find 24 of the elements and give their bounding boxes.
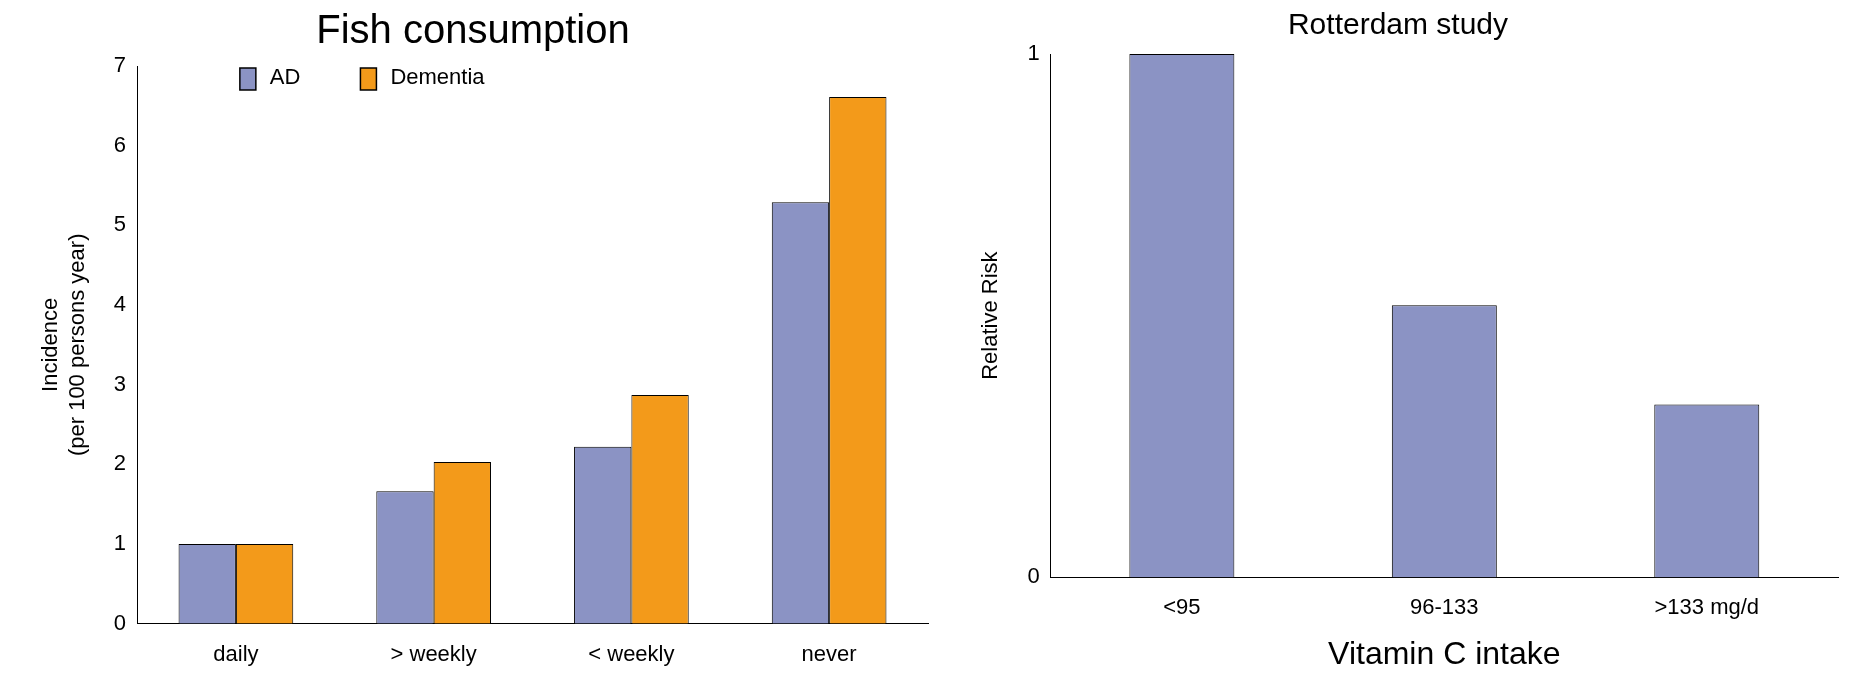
- y-axis-title: Incidence (per 100 persons year): [37, 233, 89, 457]
- chart-title: Fish consumption: [316, 7, 630, 52]
- x-tick-label: < weekly: [588, 640, 675, 666]
- y-tick-label: 7: [113, 52, 127, 78]
- y-tick-label: 0: [1027, 563, 1040, 589]
- y-tick-label: 3: [113, 370, 127, 396]
- y-tick-label: 4: [113, 291, 127, 317]
- x-tick-label: 96-133: [1410, 594, 1479, 620]
- y-tick-label: 0: [113, 609, 127, 635]
- y-tick-label: 2: [113, 450, 127, 476]
- legend-label: Dementia: [390, 64, 486, 90]
- x-tick-label: <95: [1163, 594, 1201, 620]
- y-tick-label: 1: [113, 530, 127, 556]
- x-axis-title: Vitamin C intake: [1328, 634, 1561, 671]
- legend-label: AD: [269, 64, 301, 90]
- y-tick-label: 6: [113, 131, 127, 157]
- y-axis-title: Relative Risk: [977, 250, 1003, 380]
- x-tick-label: >133 mg/d: [1654, 594, 1760, 620]
- x-tick-label: daily: [213, 640, 259, 666]
- chart-title: Rotterdam study: [1287, 7, 1509, 41]
- y-tick-label: 1: [1027, 40, 1040, 66]
- x-tick-label: > weekly: [390, 640, 477, 666]
- x-tick-label: never: [801, 640, 857, 666]
- y-tick-label: 5: [113, 211, 127, 237]
